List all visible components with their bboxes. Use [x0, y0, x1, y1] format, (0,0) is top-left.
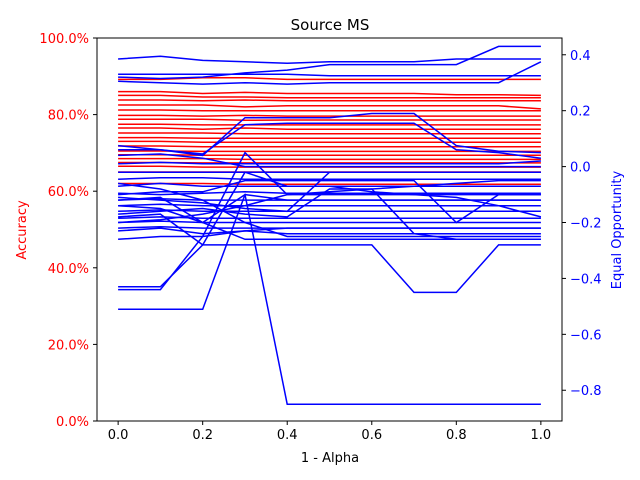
right-y-tick-label: −0.8 — [570, 384, 602, 399]
accuracy-series-line-11 — [118, 132, 541, 135]
left-y-tick-label: 0.0% — [56, 415, 89, 430]
right-y-tick-label: 0.4 — [570, 49, 591, 64]
equal-opportunity-series-line-5 — [118, 112, 541, 157]
chart-title: Source MS — [291, 16, 370, 34]
x-axis-ticks: 0.0 0.2 0.4 0.6 0.8 1.0 — [108, 421, 551, 443]
equal-opportunity-series-line-12 — [118, 191, 541, 196]
equal-opportunity-series-line-4 — [118, 73, 541, 77]
x-tick-label: 0.2 — [192, 428, 213, 443]
x-tick-label: 1.0 — [531, 428, 552, 443]
accuracy-series-line-2 — [118, 90, 541, 97]
x-tick-label: 0.0 — [108, 428, 129, 443]
accuracy-series-line-10 — [118, 127, 541, 130]
right-y-tick-label: 0.2 — [570, 105, 591, 120]
equal-opportunity-series-line-20 — [118, 230, 541, 241]
accuracy-series-line-14 — [118, 145, 541, 148]
equal-opportunity-series-line-25 — [118, 179, 541, 224]
right-y-axis-ticks: −0.8 −0.6 −0.4 −0.2 0.0 0.2 0.4 — [562, 49, 602, 399]
equal-opportunity-series-line-2 — [118, 45, 541, 80]
equal-opportunity-series-line-29 — [118, 188, 541, 241]
accuracy-series-line-12 — [118, 136, 541, 140]
right-y-tick-label: 0.0 — [570, 161, 591, 176]
equal-opportunity-series-line-19 — [118, 227, 541, 235]
equal-opportunity-series-line-6 — [118, 122, 541, 159]
right-y-tick-label: −0.4 — [570, 272, 602, 287]
accuracy-series-line-17 — [118, 157, 541, 161]
left-y-axis-label: Accuracy — [15, 200, 30, 260]
accuracy-series-line-5 — [118, 104, 541, 110]
left-y-tick-label: 20.0% — [48, 338, 89, 353]
accuracy-series-line-6 — [118, 109, 541, 112]
left-y-tick-label: 100.0% — [39, 32, 89, 47]
equal-opportunity-series-line-17 — [118, 220, 541, 224]
equal-opportunity-series-line-8 — [118, 160, 541, 165]
equal-opportunity-series-line-23 — [118, 193, 541, 310]
accuracy-series-line-13 — [118, 140, 541, 143]
equal-opportunity-series-line-7 — [118, 153, 541, 168]
equal-opportunity-series-line-22 — [118, 151, 541, 291]
left-y-tick-label: 60.0% — [48, 185, 89, 200]
accuracy-series-line-7 — [118, 114, 541, 117]
accuracy-series-line-9 — [118, 123, 541, 126]
accuracy-series-line-1 — [118, 77, 541, 81]
equal-opportunity-series-line-31 — [118, 171, 541, 213]
left-y-tick-label: 80.0% — [48, 109, 89, 124]
equal-opportunity-series-line-10 — [118, 177, 541, 180]
x-axis-label: 1 - Alpha — [301, 451, 359, 466]
x-tick-label: 0.4 — [277, 428, 298, 443]
right-y-axis-label: Equal Opportunity — [610, 170, 625, 289]
left-y-tick-label: 40.0% — [48, 262, 89, 277]
equal-opportunity-series-line-15 — [118, 209, 541, 213]
equal-opportunity-series-line-14 — [118, 203, 541, 207]
plot-frame — [96, 37, 563, 422]
equal-opportunity-series-line-26 — [118, 182, 541, 238]
equal-opportunity-lines — [118, 45, 542, 405]
left-y-axis-ticks: 0.0% 20.0% 40.0% 60.0% 80.0% 100.0% — [39, 32, 97, 430]
equal-opportunity-series-line-28 — [118, 213, 541, 294]
x-tick-label: 0.6 — [361, 428, 382, 443]
equal-opportunity-series-line-3 — [118, 61, 542, 85]
x-tick-label: 0.8 — [446, 428, 467, 443]
equal-opportunity-series-line-30 — [118, 179, 541, 224]
right-y-tick-label: −0.2 — [570, 217, 602, 232]
accuracy-series-line-4 — [118, 99, 541, 102]
accuracy-series-line-3 — [118, 94, 541, 99]
equal-opportunity-series-line-27 — [118, 193, 541, 405]
right-y-tick-label: −0.6 — [570, 328, 602, 343]
accuracy-series-line-8 — [118, 118, 541, 122]
accuracy-series-line-21 — [118, 182, 541, 186]
